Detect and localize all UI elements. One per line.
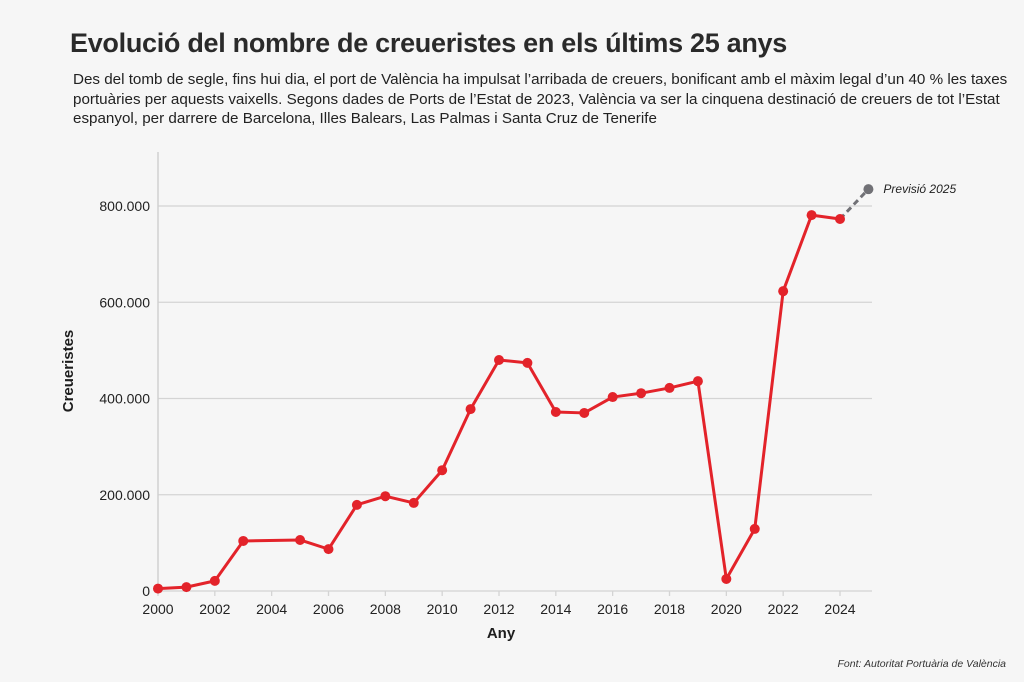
x-tick-label: 2004	[256, 601, 287, 617]
annotations: Previsió 2025	[883, 182, 956, 196]
data-point	[692, 376, 703, 387]
data-point	[153, 583, 163, 594]
data-point	[835, 213, 845, 224]
y-tick-label: 400.000	[99, 391, 150, 407]
data-point	[181, 582, 192, 593]
x-axis-label: Any	[487, 625, 516, 642]
x-tick-label: 2020	[711, 601, 742, 617]
data-point	[295, 534, 306, 545]
x-tick-label: 2024	[824, 601, 855, 617]
data-point	[579, 407, 590, 418]
x-tick-label: 2000	[142, 601, 173, 617]
x-tick-label: 2014	[540, 601, 571, 617]
forecast-annotation: Previsió 2025	[883, 182, 956, 196]
data-point	[323, 544, 334, 555]
data-point	[721, 573, 732, 584]
y-tick-label: 0	[142, 583, 150, 599]
y-axis-label: Creueristes	[60, 330, 77, 413]
x-tick-label: 2010	[427, 601, 458, 617]
x-tick-label: 2006	[313, 601, 344, 617]
data-point	[408, 497, 419, 508]
x-tick-label: 2022	[768, 601, 799, 617]
forecast-point	[863, 184, 874, 195]
data-point	[380, 491, 391, 502]
forecast-line	[838, 188, 870, 221]
data-point	[437, 465, 448, 476]
data-point	[636, 388, 647, 399]
data-point	[238, 535, 249, 546]
grid-lines	[158, 205, 872, 592]
data-point	[522, 357, 533, 368]
x-tick-labels: 2000 2002 2004 2006 2008 2010 2012 2014 2016 2018…	[142, 591, 856, 617]
data-point	[465, 404, 476, 415]
data-point	[550, 406, 561, 417]
series-group	[153, 184, 874, 594]
data-point	[351, 499, 362, 510]
data-point	[778, 286, 789, 297]
data-point	[607, 392, 618, 403]
x-tick-label: 2002	[199, 601, 230, 617]
x-tick-label: 2018	[654, 601, 685, 617]
y-tick-label: 800.000	[99, 198, 150, 214]
data-point	[494, 355, 504, 365]
series-line	[157, 213, 841, 591]
y-tick-label: 200.000	[99, 487, 150, 503]
data-point	[806, 210, 817, 221]
data-point	[209, 575, 220, 586]
y-tick-label: 600.000	[99, 294, 150, 310]
data-point	[664, 382, 675, 393]
chart-title: Evolució del nombre de creueristes en el…	[70, 28, 787, 58]
source-note: Font: Autoritat Portuària de València	[837, 658, 1006, 670]
y-tick-labels: 0 200.000 400.000 600.000 800.000	[99, 198, 150, 599]
data-point	[749, 523, 760, 534]
x-tick-label: 2016	[597, 601, 628, 617]
x-tick-label: 2012	[483, 601, 514, 617]
x-tick-label: 2008	[370, 601, 401, 617]
chart-subtitle: Des del tomb de segle, fins hui dia, el …	[73, 71, 1008, 127]
